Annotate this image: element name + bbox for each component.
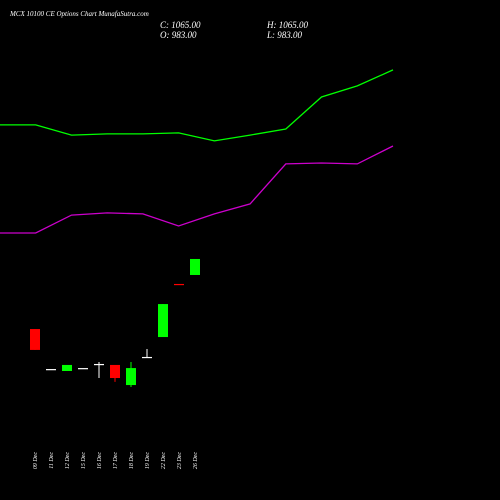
ohlc-label: L: 983.00: [266, 30, 303, 40]
x-tick-label: 23 Dec: [177, 452, 183, 469]
x-tick-label: 09 Dec: [33, 452, 39, 469]
indicator-line: [0, 69, 394, 142]
ohlc-label: H: 1065.00: [266, 20, 308, 30]
candle-body: [142, 356, 152, 359]
ohlc-label: O: 983.00: [160, 30, 197, 40]
candle-body: [158, 304, 168, 338]
chart-title: MCX 10100 CE Options Chart MunafaSutra.c…: [9, 10, 149, 18]
x-tick-label: 16 Dec: [97, 452, 103, 469]
candle-body: [190, 258, 200, 275]
x-tick-label: 12 Dec: [65, 452, 71, 469]
candle-body: [110, 364, 120, 379]
candle-body: [78, 368, 88, 370]
x-tick-label: 22 Dec: [161, 452, 167, 469]
candle-body: [94, 363, 104, 366]
candle-body: [46, 369, 56, 371]
x-tick-label: 18 Dec: [129, 452, 135, 469]
candle-body: [30, 329, 40, 350]
x-tick-label: 15 Dec: [81, 452, 87, 469]
x-tick-label: 11 Dec: [49, 452, 55, 469]
ohlc-label: C: 1065.00: [160, 20, 201, 30]
candle-body: [62, 364, 72, 371]
candle-body: [174, 283, 184, 286]
indicator-line: [0, 145, 394, 234]
x-tick-label: 19 Dec: [145, 452, 151, 469]
x-tick-label: 26 Dec: [193, 452, 199, 469]
x-tick-label: 17 Dec: [113, 452, 119, 469]
candle-body: [126, 368, 136, 386]
